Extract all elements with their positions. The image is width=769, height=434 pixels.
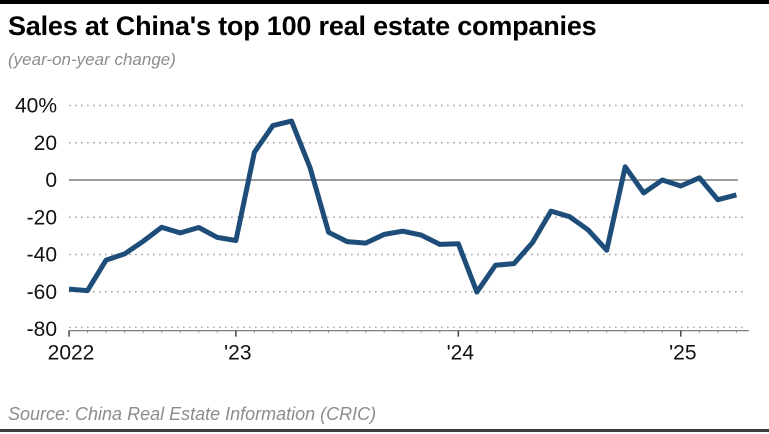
bottom-divider-bar — [0, 429, 769, 432]
x-axis-tick-label: '25 — [669, 342, 696, 365]
x-axis-tick-label: '23 — [224, 342, 251, 365]
y-axis-tick-label: -60 — [27, 281, 57, 304]
source-note: Source: China Real Estate Information (C… — [8, 404, 377, 424]
chart-subtitle: (year-on-year change) — [8, 50, 176, 69]
chart-title: Sales at China's top 100 real estate com… — [8, 11, 597, 41]
x-axis-tick-label: '24 — [447, 342, 475, 365]
y-axis-tick-label: -80 — [27, 318, 57, 341]
y-axis-tick-label: 20 — [34, 132, 57, 155]
top-accent-bar — [0, 0, 769, 4]
y-axis-tick-label: 0 — [45, 169, 57, 192]
sales-yoy-line — [68, 118, 738, 295]
y-axis-tick-label: 40% — [15, 95, 57, 118]
x-axis-tick-label: 2022 — [48, 342, 95, 365]
y-axis-tick-label: -40 — [27, 244, 57, 267]
y-axis-tick-label: -20 — [27, 206, 57, 229]
